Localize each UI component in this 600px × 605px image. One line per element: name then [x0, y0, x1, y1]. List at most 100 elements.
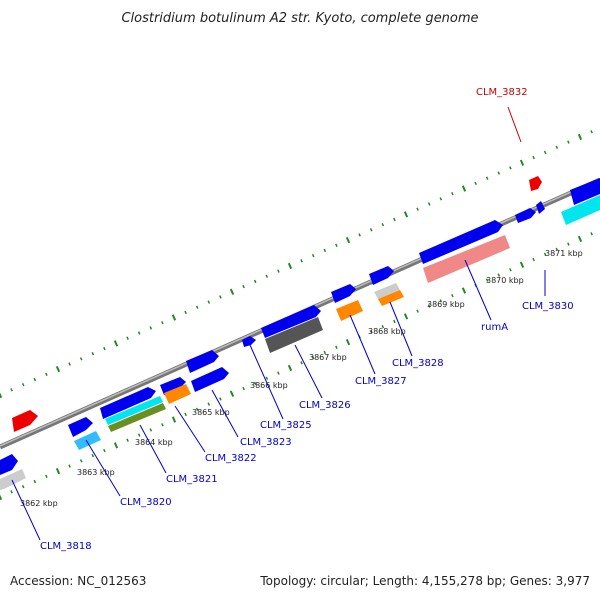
major-tick [461, 185, 467, 192]
gene-arrow[interactable] [419, 220, 503, 264]
gene-arrow[interactable] [261, 305, 321, 338]
feature-block[interactable] [378, 290, 404, 306]
gene-arrow[interactable] [515, 208, 536, 223]
feature-track [0, 195, 600, 490]
kbp-label: 3864 kbp [135, 438, 173, 447]
minor-tick [532, 155, 535, 160]
minor-tick [532, 257, 535, 262]
minor-tick [207, 300, 211, 304]
feature-block[interactable] [164, 384, 191, 404]
feature-block[interactable] [561, 195, 600, 225]
major-tick [577, 235, 583, 243]
major-tick [171, 416, 177, 423]
minor-tick [126, 336, 129, 340]
minor-tick [451, 294, 454, 298]
feature-block[interactable] [423, 235, 510, 283]
minor-tick [45, 474, 48, 479]
minor-tick [68, 464, 71, 468]
minor-tick [242, 386, 245, 391]
kbp-scale: 3862 kbp 3863 kbp 3864 kbp 3865 kbp 3866… [20, 249, 583, 508]
inner-tick-track [0, 232, 593, 501]
gene-arrow[interactable] [536, 201, 545, 214]
minor-tick [207, 402, 211, 406]
reverse-gene-marker[interactable] [12, 410, 38, 432]
minor-tick [45, 372, 48, 377]
gene-arrow[interactable] [160, 377, 186, 395]
minor-tick [393, 217, 396, 222]
major-tick [519, 159, 525, 166]
gene-label-clm-3820[interactable]: CLM_3820 [120, 497, 172, 508]
minor-tick [21, 484, 25, 489]
gene-label-clm-3826[interactable]: CLM_3826 [299, 400, 351, 411]
minor-tick [485, 278, 489, 282]
minor-tick [137, 331, 141, 335]
major-tick [519, 261, 525, 268]
gene-arrow[interactable] [191, 367, 229, 392]
minor-tick [265, 274, 269, 278]
major-tick [403, 313, 409, 320]
minor-tick [103, 448, 106, 453]
kbp-label: 3870 kbp [486, 276, 524, 285]
feature-block[interactable] [374, 283, 400, 299]
minor-tick [439, 299, 443, 303]
reverse-gene-marker[interactable] [529, 176, 542, 191]
minor-tick [137, 433, 141, 437]
gene-label-clm-3821[interactable]: CLM_3821 [166, 474, 218, 485]
minor-tick [323, 350, 327, 355]
feature-block[interactable] [108, 403, 166, 432]
gene-arrow[interactable] [369, 266, 394, 285]
gene-label-clm-3830[interactable]: CLM_3830 [522, 301, 574, 312]
minor-tick [381, 222, 385, 227]
map-title: Clostridium botulinum A2 str. Kyoto, com… [121, 11, 478, 26]
gene-arrow[interactable] [100, 387, 156, 419]
gene-label-clm-3825[interactable]: CLM_3825 [260, 420, 312, 431]
minor-tick [195, 407, 199, 411]
minor-tick [195, 305, 199, 309]
minor-tick [149, 326, 153, 330]
minor-tick [555, 247, 559, 251]
minor-tick [79, 459, 83, 463]
gene-arrow[interactable] [331, 284, 356, 303]
gene-arrow[interactable] [0, 454, 18, 475]
minor-tick [543, 252, 547, 257]
major-tick [0, 494, 3, 501]
minor-tick [369, 228, 373, 232]
gene-label-clm-3822[interactable]: CLM_3822 [205, 453, 257, 464]
minor-tick [126, 438, 129, 442]
gene-label-clm-3832[interactable]: CLM_3832 [476, 87, 528, 98]
major-tick [229, 288, 235, 295]
feature-block[interactable] [336, 300, 363, 321]
gene-arrow[interactable] [570, 178, 600, 205]
gene-arrow[interactable] [68, 417, 93, 437]
minor-tick [242, 284, 245, 289]
minor-tick [33, 479, 37, 484]
minor-tick [497, 273, 501, 277]
major-tick [229, 390, 235, 397]
minor-tick [21, 382, 25, 387]
minor-tick [79, 357, 83, 361]
gene-label-clm-3823[interactable]: CLM_3823 [240, 437, 292, 448]
minor-tick [161, 423, 164, 427]
outer-tick-track [0, 130, 593, 399]
gene-arrow[interactable] [186, 350, 219, 373]
feature-block[interactable] [105, 396, 163, 425]
feature-block[interactable] [0, 469, 26, 490]
kbp-label: 3867 kbp [309, 353, 347, 362]
kbp-label: 3868 kbp [368, 327, 406, 336]
minor-tick [451, 192, 454, 196]
feature-block[interactable] [74, 431, 101, 450]
kbp-label: 3865 kbp [192, 408, 230, 417]
gene-arrow[interactable] [242, 336, 256, 347]
gene-label-clm-3818[interactable]: CLM_3818 [40, 541, 92, 552]
gene-label-rumA[interactable]: rumA [481, 322, 508, 333]
gene-label-clm-3828[interactable]: CLM_3828 [392, 358, 444, 369]
minor-tick [300, 259, 303, 263]
minor-tick [439, 197, 443, 201]
minor-tick [253, 279, 257, 284]
minor-tick [393, 319, 396, 324]
gene-label-clm-3827[interactable]: CLM_3827 [355, 376, 407, 387]
major-tick [461, 287, 467, 294]
feature-block[interactable] [265, 317, 323, 353]
